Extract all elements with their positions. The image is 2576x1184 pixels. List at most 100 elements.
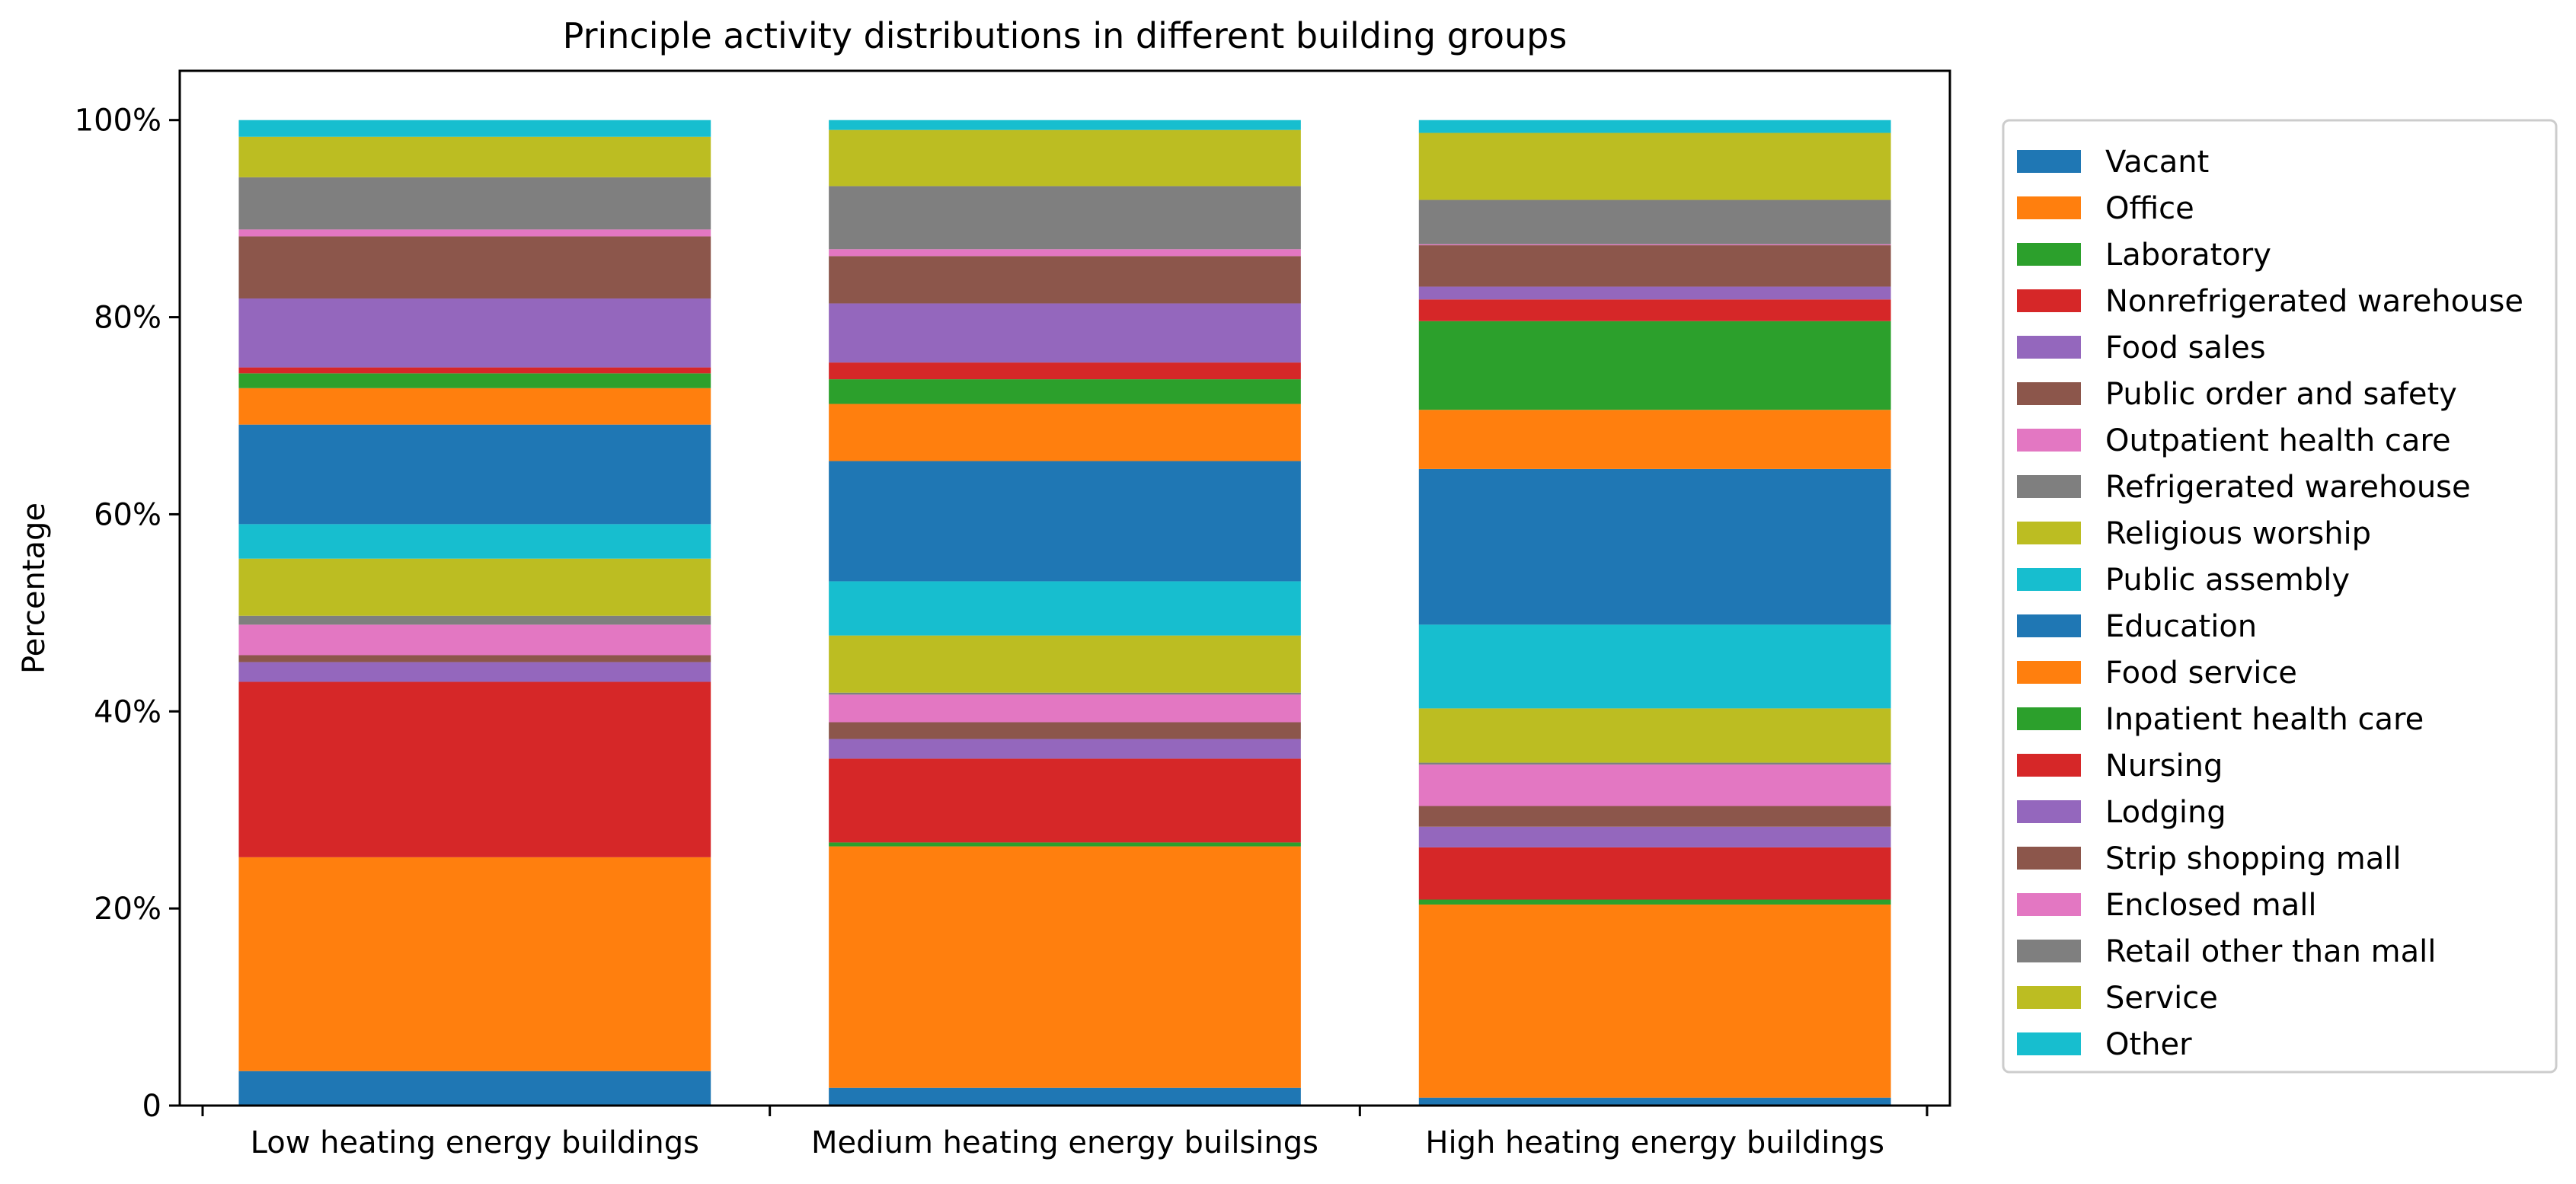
legend-swatch xyxy=(2017,614,2081,637)
bar-segment-outpatient-health-care-1 xyxy=(829,694,1301,723)
bar-segment-lodging-0 xyxy=(238,298,711,368)
bar-segment-food-sales-0 xyxy=(238,662,711,682)
bar-segment-other-0 xyxy=(238,120,711,137)
legend: Vacant Office Laboratory Nonrefrigerated wa… xyxy=(2002,119,2558,1074)
bar-segment-enclosed-mall-2 xyxy=(1418,244,1891,246)
legend-label: Service xyxy=(2105,981,2218,1016)
legend-swatch xyxy=(2017,150,2081,173)
bar-segment-vacant-1 xyxy=(829,1087,1301,1106)
legend-swatch xyxy=(2017,847,2081,870)
legend-swatch xyxy=(2017,1032,2081,1055)
legend-swatch xyxy=(2017,568,2081,591)
bar-segment-food-service-0 xyxy=(238,388,711,425)
legend-swatch xyxy=(2017,243,2081,266)
legend-label: Retail other than mall xyxy=(2105,934,2436,969)
bar-segment-religious-worship-1 xyxy=(829,635,1301,693)
bar-segment-education-1 xyxy=(829,461,1301,582)
legend-label: Laboratory xyxy=(2105,238,2271,273)
bar-segment-outpatient-health-care-2 xyxy=(1418,764,1891,806)
bar-segment-retail-other-than-mall-1 xyxy=(829,186,1301,250)
legend-label: Nonrefrigerated warehouse xyxy=(2105,284,2523,319)
y-tick-label: 100% xyxy=(75,104,161,139)
axes-layer: 0 20% 40% 60% 80% 100% Low heating energy buil… xyxy=(75,69,1951,1160)
legend-swatch xyxy=(2017,893,2081,916)
bar-segment-vacant-2 xyxy=(1418,1097,1891,1106)
x-tick-label: High heating energy buildings xyxy=(1425,1125,1884,1160)
bar-segment-public-assembly-2 xyxy=(1418,624,1891,709)
bar-segment-laboratory-1 xyxy=(829,842,1301,847)
bar-segment-religious-worship-2 xyxy=(1418,708,1891,763)
bar-segment-office-2 xyxy=(1418,904,1891,1098)
bar-segment-nursing-1 xyxy=(829,362,1301,380)
legend-label: Religious worship xyxy=(2105,516,2371,551)
bar-segment-public-order-and-safety-2 xyxy=(1418,806,1891,827)
bar-segment-other-2 xyxy=(1418,120,1891,133)
legend-swatch xyxy=(2017,196,2081,219)
legend-swatch xyxy=(2017,800,2081,823)
bar-segment-laboratory-2 xyxy=(1418,899,1891,905)
bar-segment-education-0 xyxy=(238,424,711,525)
legend-box xyxy=(2002,119,2558,1074)
bar-segment-lodging-1 xyxy=(829,303,1301,363)
bar-segment-public-order-and-safety-1 xyxy=(829,722,1301,739)
legend-label: Education xyxy=(2105,609,2257,644)
legend-label: Food sales xyxy=(2105,330,2266,365)
bar-segment-food-sales-1 xyxy=(829,739,1301,759)
bar-segment-refrigerated-warehouse-1 xyxy=(829,692,1301,695)
legend-label: Other xyxy=(2105,1027,2192,1062)
bar-segment-nursing-2 xyxy=(1418,299,1891,321)
bar-segment-enclosed-mall-1 xyxy=(829,249,1301,257)
bars-layer xyxy=(238,120,1891,1106)
legend-swatch xyxy=(2017,940,2081,962)
bar-segment-public-assembly-0 xyxy=(238,524,711,559)
bar-segment-public-assembly-1 xyxy=(829,581,1301,636)
bar-segment-nursing-0 xyxy=(238,367,711,374)
legend-swatch xyxy=(2017,754,2081,777)
bar-segment-public-order-and-safety-0 xyxy=(238,655,711,662)
legend-swatch xyxy=(2017,289,2081,312)
y-tick-label: 20% xyxy=(94,892,161,927)
legend-label: Food service xyxy=(2105,656,2297,691)
bar-segment-food-sales-2 xyxy=(1418,826,1891,847)
bar-segment-refrigerated-warehouse-0 xyxy=(238,615,711,625)
bar-segment-strip-shopping-mall-0 xyxy=(238,236,711,298)
legend-swatch xyxy=(2017,707,2081,730)
bar-segment-office-1 xyxy=(829,846,1301,1088)
bar-segment-refrigerated-warehouse-2 xyxy=(1418,762,1891,765)
bar-segment-education-2 xyxy=(1418,468,1891,625)
y-tick-label: 40% xyxy=(94,694,161,729)
plot-frame xyxy=(178,69,1951,1107)
bar-segment-inpatient-health-care-1 xyxy=(829,379,1301,404)
chart-title: Principle activity distributions in diff… xyxy=(563,15,1568,56)
legend-swatch xyxy=(2017,661,2081,684)
legend-label: Public assembly xyxy=(2105,563,2350,598)
x-tick-label: Low heating energy buildings xyxy=(251,1125,699,1160)
bar-segment-vacant-0 xyxy=(238,1071,711,1106)
x-tick-label: Medium heating energy builsings xyxy=(811,1125,1318,1160)
bar-segment-service-1 xyxy=(829,129,1301,187)
legend-swatch xyxy=(2017,475,2081,498)
legend-label: Refrigerated warehouse xyxy=(2105,470,2471,505)
legend-swatch xyxy=(2017,522,2081,544)
legend-swatch xyxy=(2017,382,2081,405)
legend-label: Public order and safety xyxy=(2105,377,2457,412)
bar-segment-service-2 xyxy=(1418,132,1891,200)
bar-segment-service-0 xyxy=(238,136,711,177)
bar-segment-office-0 xyxy=(238,857,711,1071)
bar-segment-religious-worship-0 xyxy=(238,558,711,616)
legend-label: Vacant xyxy=(2105,145,2209,180)
bar-segment-nonrefrigerated-warehouse-2 xyxy=(1418,847,1891,900)
bar-segment-outpatient-health-care-0 xyxy=(238,624,711,656)
bar-segment-strip-shopping-mall-1 xyxy=(829,256,1301,304)
bar-segment-food-service-1 xyxy=(829,404,1301,461)
bar-segment-nonrefrigerated-warehouse-0 xyxy=(238,681,711,857)
legend-label: Inpatient health care xyxy=(2105,702,2424,737)
y-axis-label: Percentage xyxy=(17,503,52,674)
bar-segment-enclosed-mall-0 xyxy=(238,229,711,237)
legend-label: Lodging xyxy=(2105,795,2226,830)
legend-label: Enclosed mall xyxy=(2105,888,2316,923)
legend-label: Nursing xyxy=(2105,748,2223,783)
bar-segment-food-service-2 xyxy=(1418,410,1891,469)
bar-segment-inpatient-health-care-0 xyxy=(238,373,711,388)
